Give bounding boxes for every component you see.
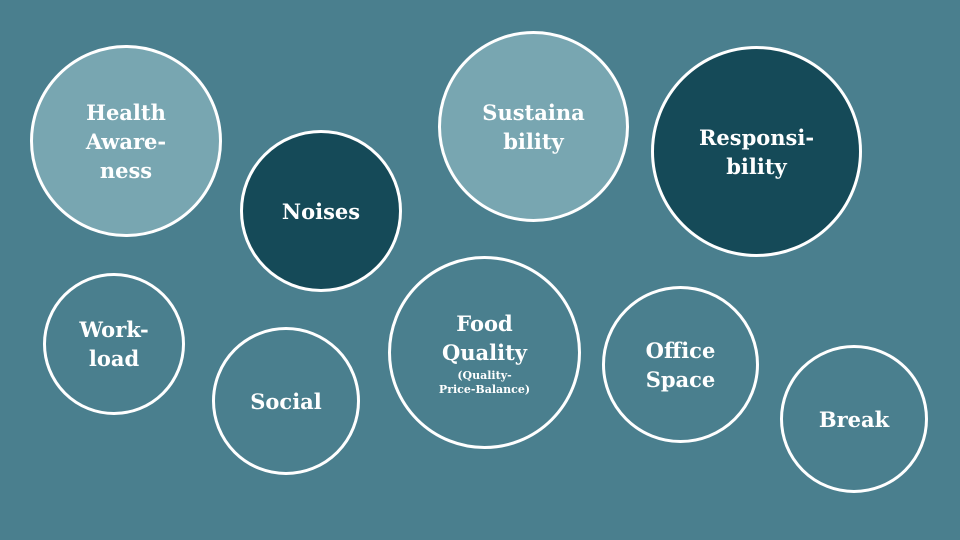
bubble-label-line: bility: [726, 153, 787, 179]
bubble-break: Break: [780, 345, 928, 493]
bubble-health-awareness: Health Aware- ness: [30, 45, 222, 237]
bubble-label-line: ness: [99, 157, 153, 183]
bubble-label-line: Social: [250, 388, 322, 414]
bubble-label-line: Responsi-: [698, 124, 815, 150]
bubble-label-line: Quality: [441, 339, 528, 365]
bubble-label-line: Office: [645, 337, 716, 363]
bubble-label-line: Aware-: [85, 128, 167, 154]
bubble-label-line: Sustaina: [482, 99, 585, 125]
bubble-label-line: Space: [645, 366, 716, 392]
bubble-office-space: Office Space: [602, 286, 759, 443]
bubble-label-line: Noises: [281, 198, 361, 224]
bubble-social: Social: [212, 327, 360, 475]
bubble-food-quality: Food Quality (Quality- Price-Balance): [388, 256, 581, 449]
bubble-sustainability: Sustaina bility: [438, 31, 629, 222]
bubble-workload: Work- load: [43, 273, 185, 415]
bubble-label-line: Work-: [79, 317, 149, 342]
bubble-label-line: Food: [456, 310, 513, 336]
bubble-label-line: bility: [503, 128, 564, 154]
bubble-responsibility: Responsi- bility: [651, 46, 862, 257]
bubble-sublabel-line: Price-Balance): [438, 382, 531, 396]
bubble-label-line: Health: [86, 99, 166, 125]
bubble-label-line: Break: [818, 406, 890, 432]
bubble-label-line: load: [88, 346, 140, 371]
bubble-sublabel-line: (Quality-: [457, 368, 512, 382]
bubble-noises: Noises: [240, 130, 402, 292]
